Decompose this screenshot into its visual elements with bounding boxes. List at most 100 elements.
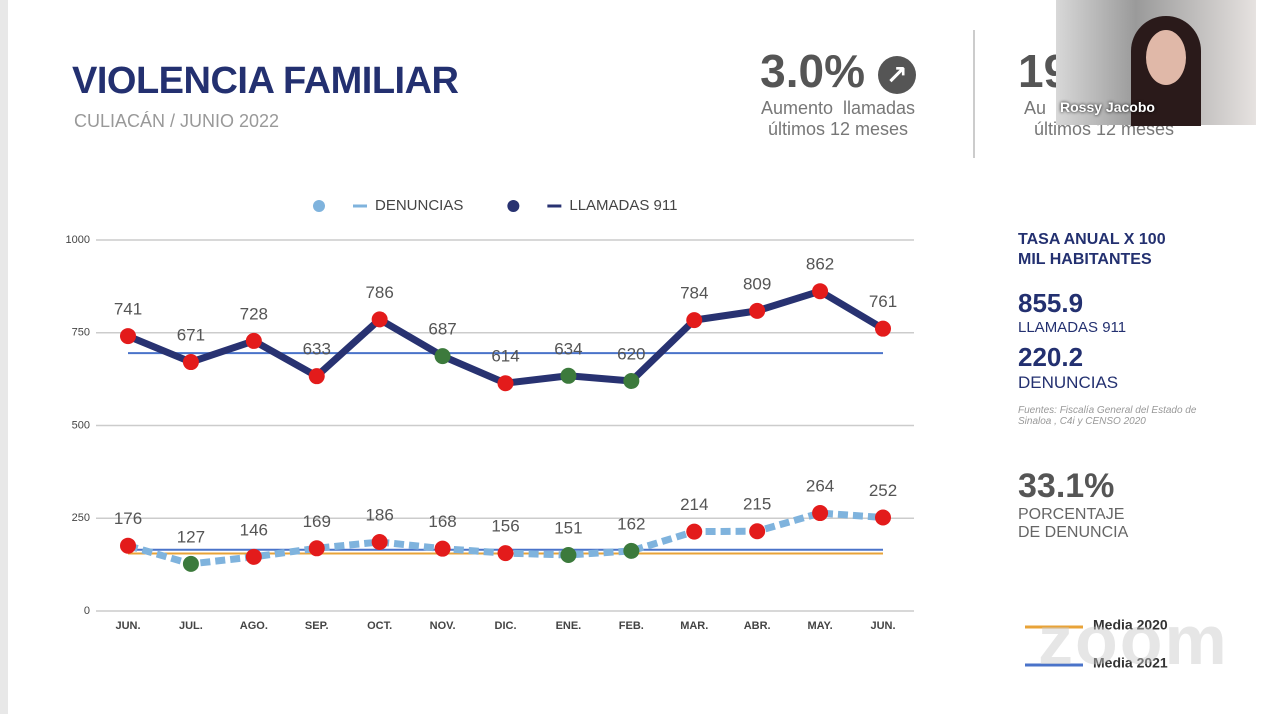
y-tick-label: 1000: [66, 234, 90, 246]
kpi-value: 3.0%: [760, 45, 866, 97]
stat-value: 855.9: [1018, 288, 1084, 318]
side-panel: TASA ANUAL X 100 MIL HABITANTES 855.9 LL…: [1018, 230, 1208, 542]
data-label: 786: [365, 283, 393, 302]
point: [749, 302, 766, 319]
point: [686, 523, 703, 540]
point: [812, 505, 829, 522]
data-label: 634: [554, 339, 582, 358]
y-tick-label: 500: [72, 419, 90, 431]
x-tick-label: JUN.: [870, 620, 895, 632]
data-label: 252: [869, 481, 897, 500]
point: [120, 328, 136, 345]
kpi-label: Au: [1024, 98, 1047, 118]
y-tick-label: 250: [72, 512, 90, 524]
x-tick-label: DIC.: [495, 620, 517, 632]
point: [434, 540, 451, 557]
data-label: 671: [177, 326, 205, 345]
data-label: 620: [617, 344, 645, 363]
x-tick-label: MAY.: [807, 620, 832, 632]
chart: 0 250 500 750 1000 JUN. JUL. AGO. SEP. OCT. NOV. DI…: [66, 197, 1168, 671]
point: [120, 537, 136, 554]
kpi-label: últimos 12 meses: [767, 119, 909, 139]
legend-label: Media 2020: [1093, 617, 1168, 633]
source: Fuentes: Fiscalía General del Estado de …: [1018, 405, 1197, 427]
legend-dot: [507, 200, 520, 212]
x-tick-label: JUL.: [179, 620, 203, 632]
stat-label: LLAMADAS 911: [1018, 319, 1127, 336]
data-label: 862: [806, 255, 834, 274]
data-label: 214: [680, 495, 708, 514]
subtitle: CULIACÁN / JUNIO 2022: [74, 111, 280, 131]
legend-label: Media 2021: [1093, 655, 1168, 671]
data-label: 264: [806, 477, 834, 496]
point: [182, 354, 199, 371]
x-tick-label: AGO.: [240, 620, 268, 632]
data-label: 168: [428, 512, 456, 531]
data-label: 176: [114, 509, 142, 528]
arrow-icon: ↗: [877, 55, 916, 94]
stat-value: 33.1%: [1018, 467, 1115, 505]
data-label: 127: [177, 527, 205, 546]
divider: [973, 30, 975, 158]
legend-dot: [313, 200, 325, 212]
video-tile: Rossy Jacobo: [1056, 0, 1256, 126]
watermark: zoom: [1038, 601, 1229, 679]
y-tick-label: 750: [72, 327, 90, 339]
point: [497, 375, 514, 392]
y-tick-label: 0: [84, 605, 90, 617]
data-label: 151: [554, 518, 582, 537]
point: [308, 368, 325, 385]
point: [875, 320, 891, 337]
data-label: 169: [303, 512, 331, 531]
panel-header: TASA ANUAL X 100 MIL HABITANTES: [1018, 231, 1166, 268]
data-label: 633: [303, 340, 331, 359]
title: VIOLENCIA FAMILIAR: [72, 60, 459, 102]
data-label: 162: [617, 514, 645, 533]
x-tick-label: OCT.: [367, 620, 392, 632]
point: [371, 311, 388, 328]
x-tick-label: FEB.: [619, 620, 644, 632]
point: [623, 372, 640, 389]
point: [686, 312, 703, 329]
point: [245, 332, 262, 349]
point: [497, 545, 514, 562]
data-label: 146: [240, 520, 268, 539]
legend-label: DENUNCIAS: [375, 197, 463, 214]
x-tick-label: SEP.: [305, 620, 329, 632]
legend-label: LLAMADAS 911: [569, 197, 677, 214]
point: [749, 523, 766, 540]
point: [623, 542, 640, 559]
point: [308, 540, 325, 557]
data-label: 784: [680, 284, 708, 303]
data-label: 215: [743, 495, 771, 514]
data-label: 614: [491, 347, 519, 366]
point: [875, 509, 891, 526]
x-tick-label: NOV.: [430, 620, 456, 632]
data-label: 687: [428, 320, 456, 339]
point: [560, 546, 577, 563]
participant-name: Rossy Jacobo: [1060, 99, 1155, 115]
point: [245, 548, 262, 565]
x-tick-label: JUN.: [115, 620, 140, 632]
point: [560, 367, 577, 384]
data-label: 809: [743, 274, 771, 293]
stat-value: 220.2: [1018, 342, 1084, 372]
data-label: 728: [240, 304, 268, 323]
kpi: 3.0% ↗ Aumento llamadas últimos 12 meses: [738, 44, 938, 140]
x-tick-label: MAR.: [680, 620, 708, 632]
point: [182, 555, 199, 572]
face: [1146, 30, 1186, 85]
point: [812, 283, 829, 300]
data-label: 741: [114, 300, 142, 319]
kpi-label: Aumento llamadas: [760, 98, 916, 118]
data-label: 156: [491, 517, 519, 536]
stat-label: DENUNCIAS: [1018, 373, 1119, 392]
x-tick-label: ENE.: [556, 620, 582, 632]
point: [371, 533, 388, 550]
point: [434, 348, 451, 365]
stat-label: PORCENTAJE DE DENUNCIA: [1018, 506, 1129, 541]
data-label: 761: [869, 292, 897, 311]
data-label: 186: [365, 505, 393, 524]
x-tick-label: ABR.: [744, 620, 771, 632]
